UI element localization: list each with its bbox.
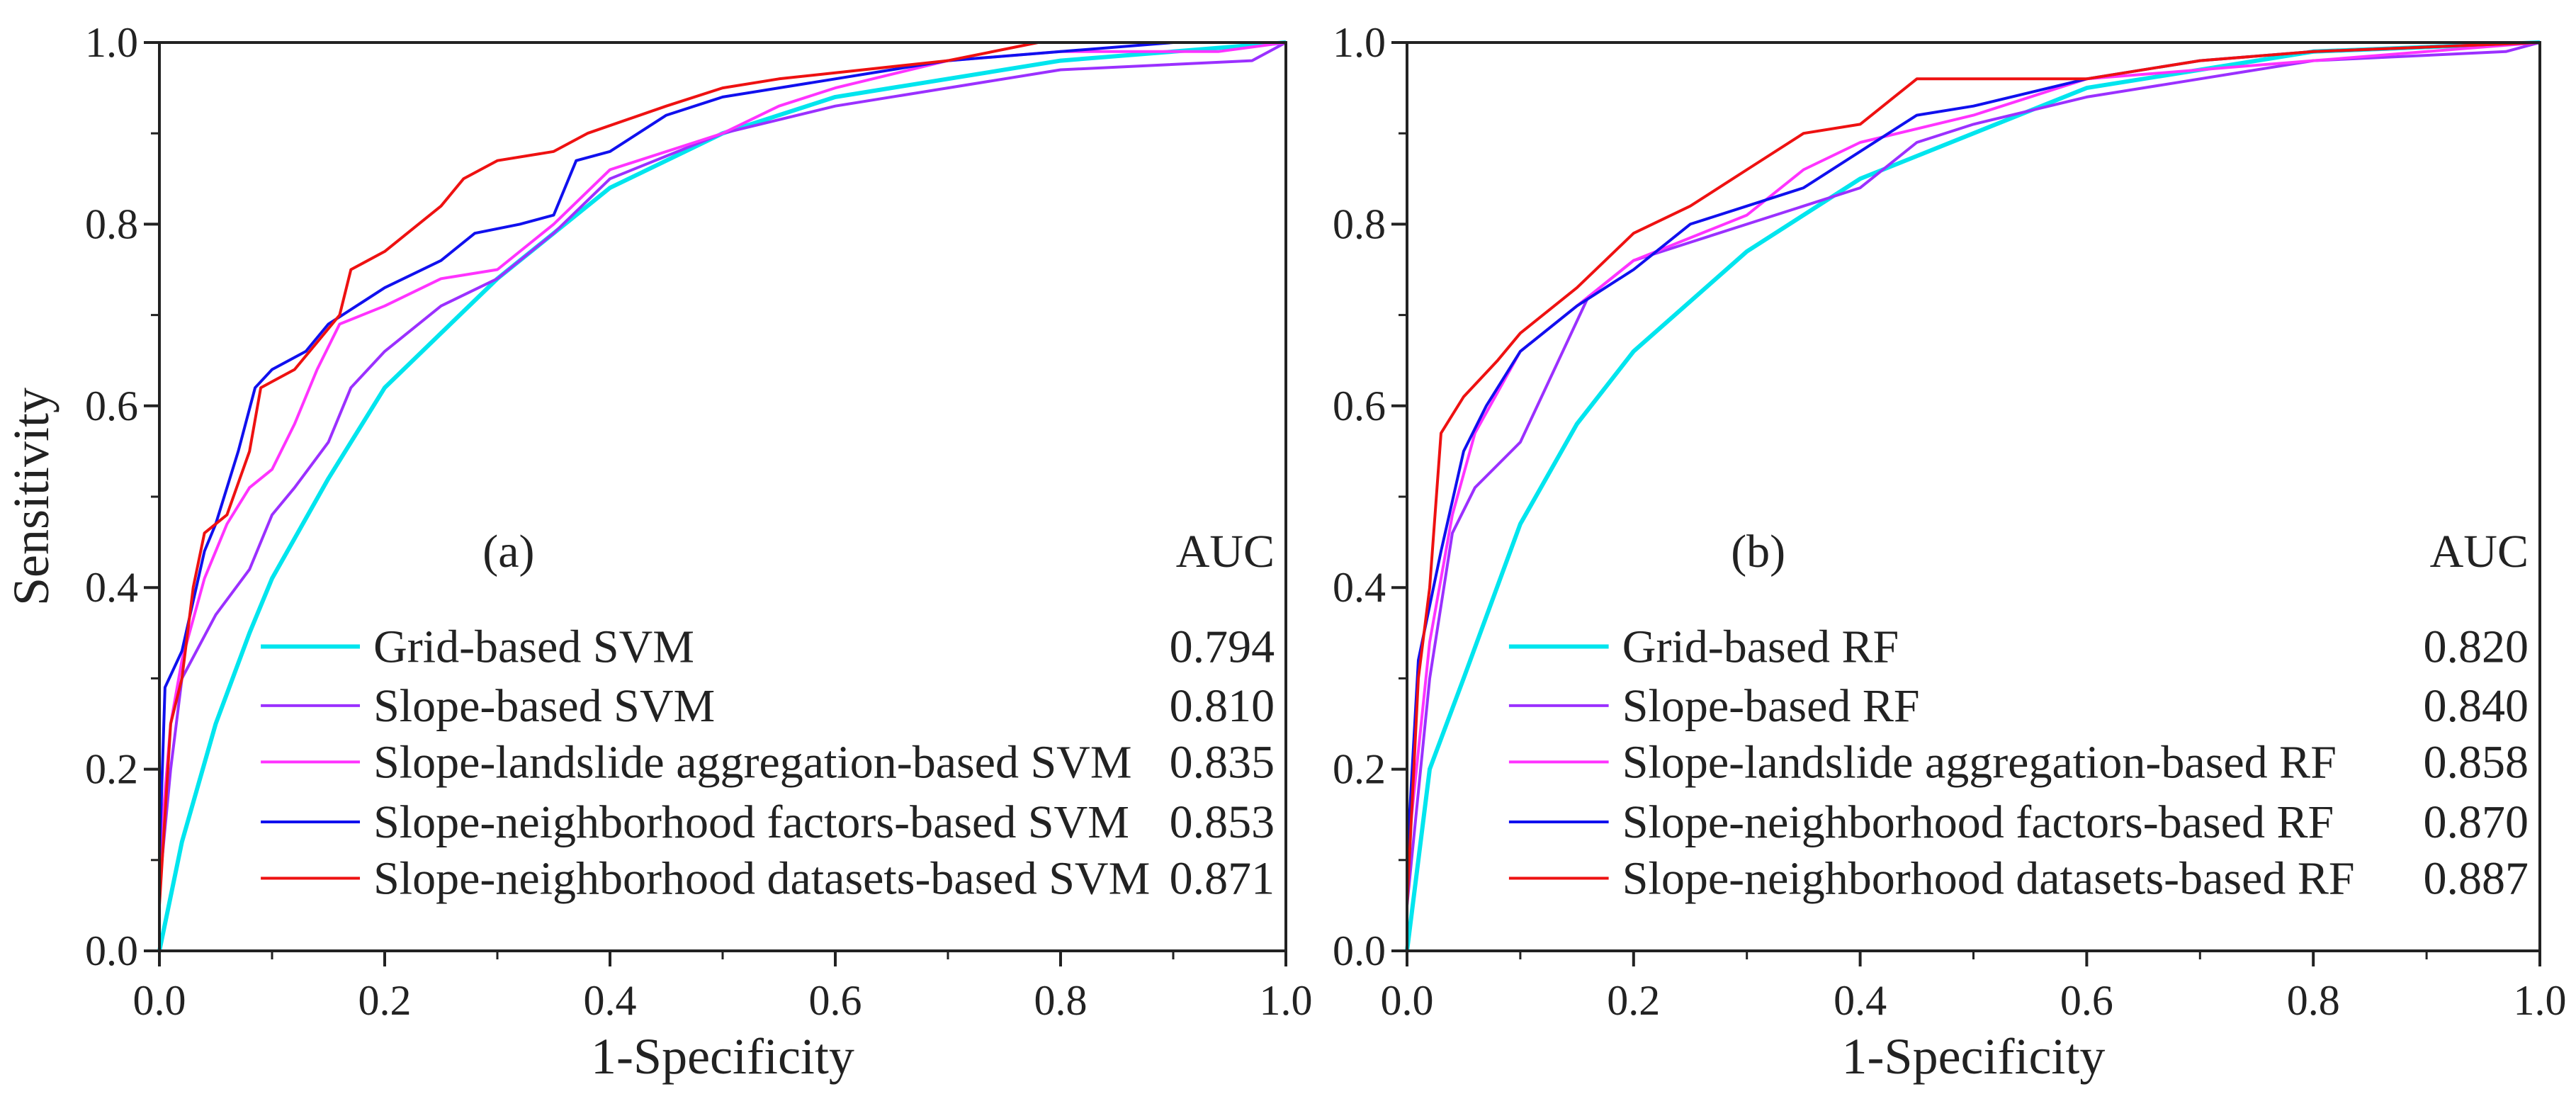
roc-curve-3 bbox=[158, 41, 1287, 860]
y-tick-label: 0.6 bbox=[85, 383, 138, 429]
legend-header: AUC bbox=[1176, 526, 1275, 577]
panel-label: (a) bbox=[482, 526, 534, 577]
y-tick-label: 0.4 bbox=[1333, 564, 1386, 611]
y-tick-label: 0.2 bbox=[85, 746, 138, 793]
y-tick-label: 0.0 bbox=[85, 927, 138, 974]
legend-label: Slope-landslide aggregation-based SVM bbox=[373, 736, 1131, 788]
legend: Grid-based SVM 0.794 Slope-based SVM 0.810 S… bbox=[261, 621, 1275, 904]
legend-label: Grid-based RF bbox=[1622, 621, 1899, 673]
x-axis-title: 1-Specificity bbox=[591, 1028, 854, 1085]
y-tick-label: 0.8 bbox=[1333, 201, 1386, 247]
roc-curve-2 bbox=[158, 41, 1287, 888]
x-axis-title: 1-Specificity bbox=[1842, 1028, 2106, 1085]
x-tick-label: 0.0 bbox=[133, 977, 186, 1024]
legend-auc-value: 0.853 bbox=[1170, 796, 1275, 848]
y-tick-label: 0.4 bbox=[85, 564, 138, 611]
y-tick-label: 1.0 bbox=[1333, 19, 1386, 66]
y-tick-label: 0.8 bbox=[85, 201, 138, 247]
x-tick-label: 1.0 bbox=[1260, 977, 1313, 1024]
roc-curve-3 bbox=[1406, 41, 2541, 861]
legend-label: Slope-neighborhood datasets-based SVM bbox=[373, 852, 1150, 904]
x-tick-label: 0.6 bbox=[2060, 977, 2113, 1024]
legend-label: Slope-neighborhood factors-based SVM bbox=[373, 796, 1129, 848]
legend-label: Slope-neighborhood factors-based RF bbox=[1622, 796, 2334, 848]
x-tick-label: 0.0 bbox=[1381, 977, 1434, 1024]
legend-auc-value: 0.810 bbox=[1170, 680, 1275, 732]
legend-auc-value: 0.870 bbox=[2424, 796, 2529, 848]
legend-auc-value: 0.820 bbox=[2424, 621, 2529, 673]
y-tick-label: 0.2 bbox=[1333, 746, 1386, 793]
x-tick-label: 0.4 bbox=[1834, 977, 1887, 1024]
chart-panel-b: 0.0 0.2 0.4 0.6 0.8 1.0 0.0 0.2 0.4 0.6 0.8 1.0 1-Sp… bbox=[1333, 19, 2567, 1085]
legend-label: Slope-neighborhood datasets-based RF bbox=[1622, 852, 2355, 904]
roc-curve-2 bbox=[1406, 41, 2541, 906]
legend-auc-value: 0.858 bbox=[2424, 736, 2529, 788]
x-tick-label: 0.4 bbox=[584, 977, 637, 1024]
roc-curve-5 bbox=[1406, 41, 2541, 906]
legend-auc-value: 0.887 bbox=[2424, 852, 2529, 904]
series-group bbox=[1405, 40, 2541, 952]
x-tick-label: 0.8 bbox=[1034, 977, 1088, 1024]
legend-auc-value: 0.840 bbox=[2424, 680, 2529, 732]
legend-label: Grid-based SVM bbox=[373, 621, 694, 673]
panel-label: (b) bbox=[1731, 526, 1785, 577]
y-tick-label: 1.0 bbox=[85, 19, 138, 66]
legend-label: Slope-based SVM bbox=[373, 680, 715, 732]
x-tick-label: 0.2 bbox=[1607, 977, 1660, 1024]
roc-curve-5 bbox=[158, 41, 1286, 906]
legend-header: AUC bbox=[2430, 526, 2529, 577]
x-tick-label: 0.6 bbox=[809, 977, 862, 1024]
legend: Grid-based RF 0.820 Slope-based RF 0.840 Slo… bbox=[1508, 621, 2529, 904]
legend-auc-value: 0.835 bbox=[1170, 736, 1275, 788]
x-tick-label: 0.2 bbox=[358, 977, 412, 1024]
x-tick-label: 1.0 bbox=[2514, 977, 2567, 1024]
legend-label: Slope-landslide aggregation-based RF bbox=[1622, 736, 2337, 788]
x-tick-label: 0.8 bbox=[2287, 977, 2340, 1024]
chart-panel-a: 0.0 0.2 0.4 0.6 0.8 1.0 0.0 0.2 0.4 0.6 0.8 1.0 1-Sp… bbox=[3, 19, 1313, 1085]
y-tick-label: 0.0 bbox=[1333, 927, 1386, 974]
y-tick-label: 0.6 bbox=[1333, 383, 1386, 429]
legend-label: Slope-based RF bbox=[1622, 680, 1920, 732]
series-group bbox=[157, 40, 1287, 952]
roc-curve-4 bbox=[158, 41, 1286, 860]
legend-auc-value: 0.871 bbox=[1170, 852, 1275, 904]
y-axis-title: Sensitivity bbox=[3, 388, 60, 606]
legend-auc-value: 0.794 bbox=[1170, 621, 1275, 673]
